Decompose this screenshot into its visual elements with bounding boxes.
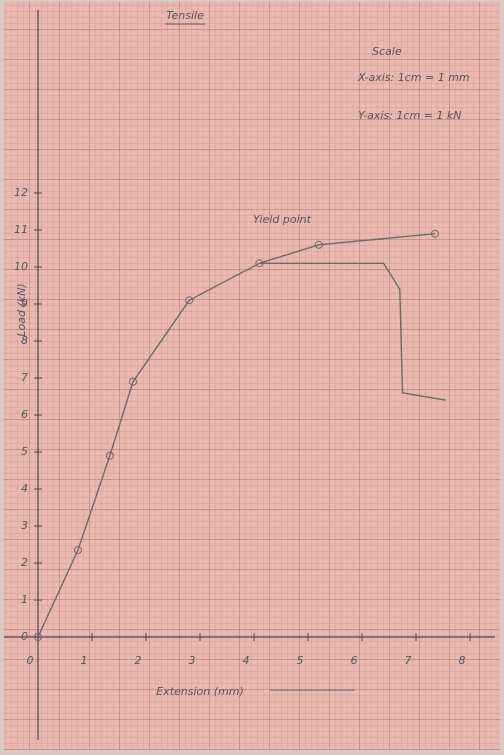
y-tick-label: 3 — [21, 519, 28, 532]
x-axis-label: Extension (mm) — [156, 685, 244, 698]
y-tick-label: 4 — [21, 482, 28, 495]
annotation: Yield point — [253, 213, 312, 226]
y-tick-label: 7 — [21, 371, 28, 384]
x-tick-label: 6 — [351, 654, 358, 667]
y-tick-label: 6 — [21, 408, 28, 421]
x-tick-label: 4 — [243, 654, 250, 667]
x-tick-label: 5 — [297, 654, 304, 667]
y-tick-label: 10 — [14, 260, 28, 273]
scale-title: Scale — [372, 45, 402, 58]
chart: Tensile Scale X-axis: 1cm = 1 mm Y-axis:… — [0, 0, 504, 755]
x-tick-label: 8 — [459, 654, 466, 667]
x-tick-label: 3 — [189, 654, 196, 667]
x-tick-label: 0 — [27, 654, 34, 667]
x-tick-label: 2 — [135, 654, 142, 667]
x-tick-label: 7 — [405, 654, 412, 667]
scale-y: Y-axis: 1cm = 1 kN — [358, 109, 461, 122]
chart-title: Tensile — [166, 9, 204, 22]
page: Tensile Scale X-axis: 1cm = 1 mm Y-axis:… — [0, 0, 504, 755]
y-axis-label: Load (kN) — [15, 283, 28, 336]
y-tick-label: 5 — [21, 445, 28, 458]
y-tick-label: 0 — [21, 630, 28, 643]
x-tick-label: 1 — [81, 654, 88, 667]
y-tick-label: 8 — [21, 334, 28, 347]
y-tick-label: 1 — [21, 593, 28, 606]
scale-x: X-axis: 1cm = 1 mm — [357, 71, 470, 84]
y-tick-label: 9 — [21, 297, 28, 310]
y-tick-label: 2 — [21, 556, 28, 569]
y-tick-label: 11 — [14, 223, 28, 236]
y-tick-label: 12 — [14, 186, 28, 199]
